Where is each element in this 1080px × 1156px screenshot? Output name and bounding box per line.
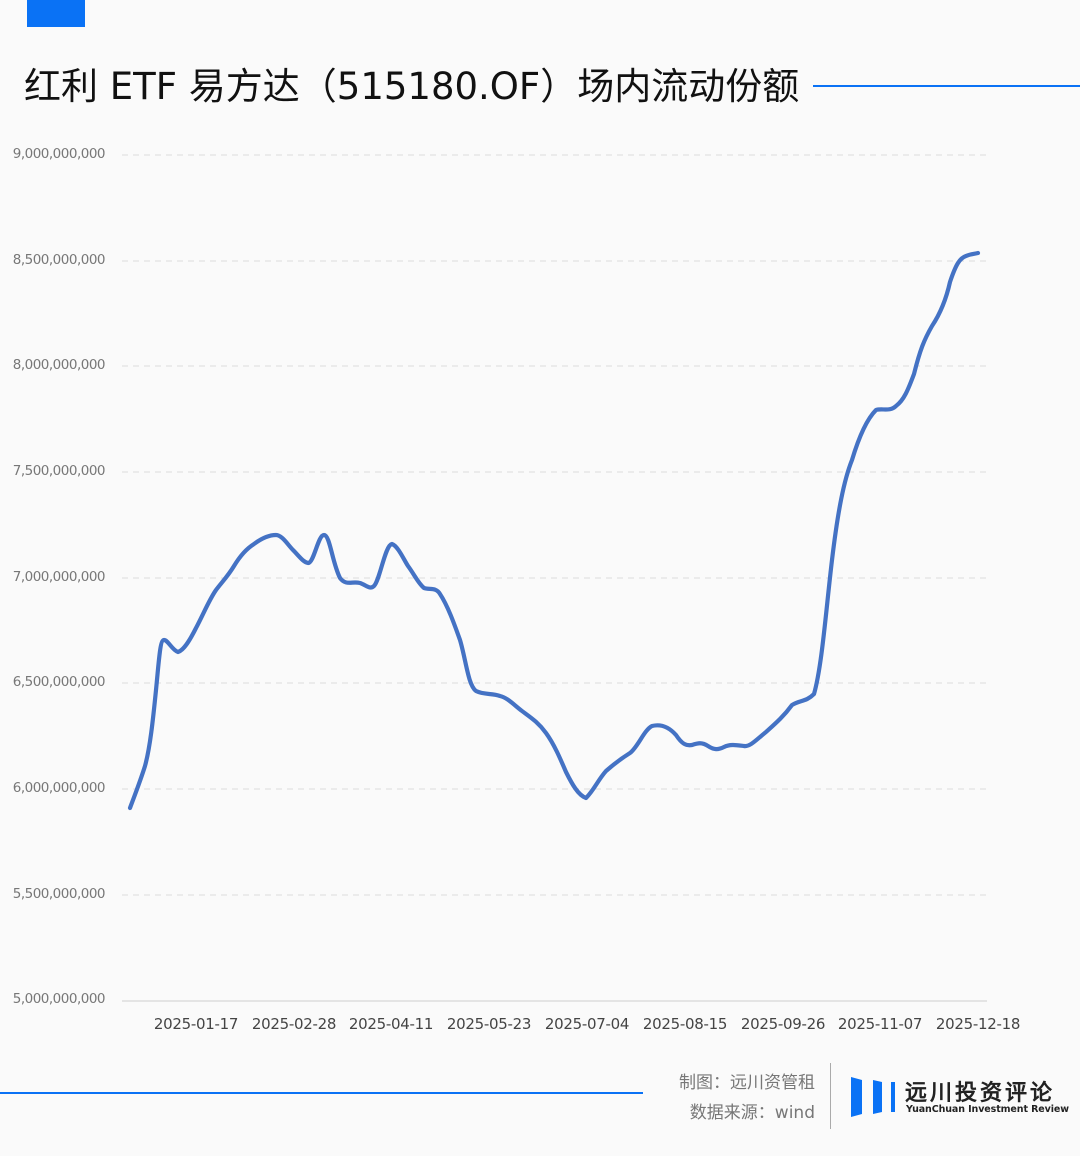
chart-maker-credit: 制图：远川资管租 — [679, 1073, 815, 1093]
y-tick-label: 7,500,000,000 — [12, 463, 106, 479]
data-source-credit: 数据来源：wind — [689, 1103, 815, 1123]
y-tick-label: 9,000,000,000 — [12, 146, 106, 162]
logo-text-en: YuanChuan Investment Review — [906, 1104, 1069, 1115]
footer-divider — [830, 1063, 831, 1129]
y-tick-label: 5,500,000,000 — [12, 886, 106, 902]
footer-accent-rule — [0, 1092, 643, 1094]
y-tick-label: 8,000,000,000 — [12, 357, 106, 373]
x-tick-label: 2025-08-15 — [642, 1015, 728, 1033]
x-tick-label: 2025-07-04 — [544, 1015, 630, 1033]
yuanchuan-logo-icon — [851, 1077, 895, 1117]
x-tick-label: 2025-04-11 — [348, 1015, 434, 1033]
y-tick-label: 7,000,000,000 — [12, 569, 106, 585]
chart-title: 红利 ETF 易方达（515180.OF）场内流动份额 — [24, 65, 800, 108]
x-tick-label: 2025-12-18 — [935, 1015, 1021, 1033]
x-tick-label: 2025-11-07 — [837, 1015, 923, 1033]
line-chart: 9,000,000,000 8,500,000,000 8,000,000,00… — [12, 146, 1021, 1033]
gridlines — [122, 154, 987, 896]
data-line — [127, 250, 981, 811]
y-tick-label: 8,500,000,000 — [12, 252, 106, 268]
y-tick-label: 6,000,000,000 — [12, 780, 106, 796]
chart-plot-area — [122, 154, 987, 1002]
x-tick-label: 2025-01-17 — [153, 1015, 239, 1033]
x-tick-label: 2025-05-23 — [446, 1015, 532, 1033]
title-accent-rule — [813, 85, 1080, 87]
y-tick-label: 5,000,000,000 — [12, 991, 106, 1007]
x-tick-label: 2025-02-28 — [251, 1015, 337, 1033]
x-tick-label: 2025-09-26 — [740, 1015, 826, 1033]
accent-block — [27, 0, 85, 27]
y-tick-label: 6,500,000,000 — [12, 674, 106, 690]
logo-text-cn: 远川投资评论 — [905, 1081, 1056, 1106]
